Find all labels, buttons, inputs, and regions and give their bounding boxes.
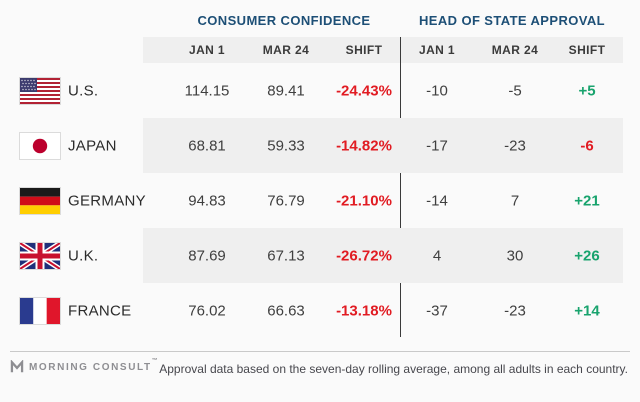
hos-jan1-value: 4 bbox=[432, 247, 442, 264]
hos-shift-value: +14 bbox=[574, 302, 600, 319]
country-label: JAPAN bbox=[68, 137, 117, 154]
section-divider-line bbox=[400, 37, 401, 337]
column-header-row: JAN 1 MAR 24 SHIFT JAN 1 MAR 24 SHIFT bbox=[0, 37, 640, 63]
morning-consult-logo: MORNING CONSULT™ bbox=[10, 357, 160, 374]
cc-shift-value: -14.82% bbox=[336, 137, 392, 154]
col-header-hos-mar24: MAR 24 bbox=[491, 43, 539, 57]
col-header-hos-shift: SHIFT bbox=[568, 43, 606, 57]
col-header-cc-mar24: MAR 24 bbox=[262, 43, 310, 57]
footnote-text: Approval data based on the seven-day rol… bbox=[159, 362, 628, 376]
uk-flag-icon bbox=[20, 242, 60, 269]
row-stripe bbox=[143, 228, 623, 283]
col-header-cc-shift: SHIFT bbox=[345, 43, 383, 57]
morning-consult-m-icon bbox=[10, 360, 24, 374]
country-label: GERMANY bbox=[68, 192, 146, 209]
us-flag-icon bbox=[20, 77, 60, 104]
hos-shift-value: +26 bbox=[574, 247, 600, 264]
hos-mar24-value: 7 bbox=[510, 192, 520, 209]
row-stripe bbox=[143, 118, 623, 173]
country-label: U.K. bbox=[68, 247, 99, 264]
table-row-germany: GERMANY 94.83 76.79 -21.10% -14 7 +21 bbox=[0, 173, 640, 228]
hos-mar24-value: -23 bbox=[504, 137, 526, 154]
table-row-france: FRANCE 76.02 66.63 -13.18% -37 -23 +14 bbox=[0, 283, 640, 338]
cc-jan1-value: 68.81 bbox=[188, 137, 226, 154]
footer-divider bbox=[10, 351, 630, 352]
cc-jan1-value: 76.02 bbox=[188, 302, 226, 319]
hos-mar24-value: -23 bbox=[504, 302, 526, 319]
col-header-hos-jan1: JAN 1 bbox=[418, 43, 456, 57]
column-header-band bbox=[143, 37, 623, 63]
cc-shift-value: -26.72% bbox=[336, 247, 392, 264]
table-row-us: U.S. 114.15 89.41 -24.43% -10 -5 +5 bbox=[0, 63, 640, 118]
japan-flag-icon bbox=[20, 132, 60, 159]
cc-mar24-value: 67.13 bbox=[267, 247, 305, 264]
hos-shift-value: -6 bbox=[580, 137, 594, 154]
cc-jan1-value: 87.69 bbox=[188, 247, 226, 264]
table-row-uk: U.K. 87.69 67.13 -26.72% 4 30 +26 bbox=[0, 228, 640, 283]
cc-jan1-value: 94.83 bbox=[188, 192, 226, 209]
france-flag-icon bbox=[20, 297, 60, 324]
brand-name: MORNING CONSULT™ bbox=[29, 357, 160, 373]
hos-shift-value: +21 bbox=[574, 192, 600, 209]
hos-jan1-value: -37 bbox=[426, 302, 448, 319]
cc-mar24-value: 66.63 bbox=[267, 302, 305, 319]
trademark-mark: ™ bbox=[151, 357, 160, 364]
section-title-consumer-confidence: CONSUMER CONFIDENCE bbox=[197, 13, 371, 28]
cc-mar24-value: 76.79 bbox=[267, 192, 305, 209]
section-title-head-of-state-approval: HEAD OF STATE APPROVAL bbox=[419, 13, 605, 28]
cc-mar24-value: 59.33 bbox=[267, 137, 305, 154]
germany-flag-icon bbox=[20, 187, 60, 214]
hos-jan1-value: -10 bbox=[426, 82, 448, 99]
country-label: U.S. bbox=[68, 82, 99, 99]
cc-jan1-value: 114.15 bbox=[184, 82, 230, 99]
hos-jan1-value: -14 bbox=[426, 192, 448, 209]
country-label: FRANCE bbox=[68, 302, 132, 319]
cc-shift-value: -13.18% bbox=[336, 302, 392, 319]
cc-mar24-value: 89.41 bbox=[267, 82, 305, 99]
table-body: U.S. 114.15 89.41 -24.43% -10 -5 +5 JAPA… bbox=[0, 63, 640, 338]
hos-jan1-value: -17 bbox=[426, 137, 448, 154]
hos-shift-value: +5 bbox=[578, 82, 596, 99]
cc-shift-value: -24.43% bbox=[336, 82, 392, 99]
cc-shift-value: -21.10% bbox=[336, 192, 392, 209]
table-row-japan: JAPAN 68.81 59.33 -14.82% -17 -23 -6 bbox=[0, 118, 640, 173]
hos-mar24-value: -5 bbox=[508, 82, 522, 99]
col-header-cc-jan1: JAN 1 bbox=[188, 43, 226, 57]
hos-mar24-value: 30 bbox=[506, 247, 524, 264]
